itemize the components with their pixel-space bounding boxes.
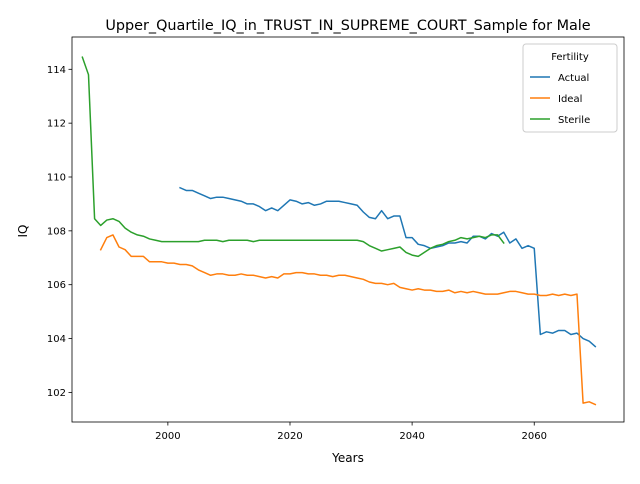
x-tick-label: 2040 <box>399 431 424 442</box>
x-tick-label: 2020 <box>277 431 302 442</box>
series-line-sterile <box>81 56 505 258</box>
legend-title: Fertility <box>551 52 589 63</box>
x-tick-label: 2060 <box>522 431 547 442</box>
legend-label-ideal: Ideal <box>558 94 582 105</box>
chart-title: Upper_Quartile_IQ_in_TRUST_IN_SUPREME_CO… <box>105 18 590 34</box>
y-tick-label: 104 <box>47 334 66 345</box>
axes-frame <box>71 36 625 423</box>
y-tick-label: 102 <box>47 388 66 399</box>
legend-box <box>522 43 618 133</box>
series-line-actual <box>179 186 597 348</box>
legend: Fertility Actual Ideal Sterile <box>522 43 618 133</box>
plot-area: 2000 2020 2040 2060 102 104 106 108 110 112 114 <box>47 36 625 442</box>
x-axis-label: Years <box>331 451 364 465</box>
y-tick-label: 112 <box>47 119 66 130</box>
y-tick-label: 110 <box>47 173 66 184</box>
y-tick-label: 114 <box>47 65 66 76</box>
y-tick-label: 106 <box>47 280 66 291</box>
y-axis-label: IQ <box>16 225 30 238</box>
series-line-ideal <box>99 234 597 406</box>
y-tick-label: 108 <box>47 226 66 237</box>
legend-label-actual: Actual <box>558 73 589 84</box>
legend-label-sterile: Sterile <box>558 115 590 126</box>
x-tick-label: 2000 <box>155 431 180 442</box>
